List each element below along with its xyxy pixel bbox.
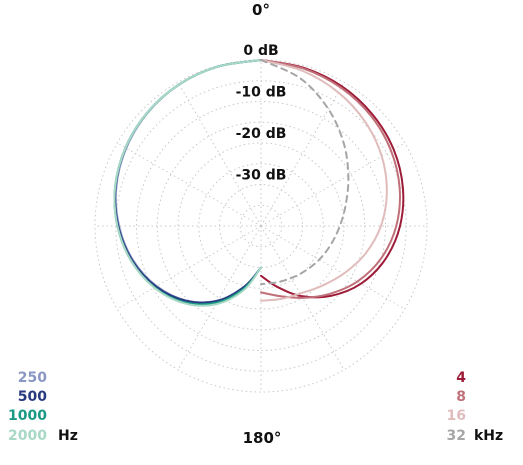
- angle-label-top: 0°: [252, 1, 270, 19]
- grid-spoke: [260, 142, 406, 227]
- series-line-2000: [113, 59, 262, 307]
- grid-ring: [198, 163, 324, 289]
- grid-ring: [136, 101, 386, 351]
- legend-entry-500: 500: [18, 389, 47, 405]
- series-line-32: [260, 59, 350, 286]
- radial-tick-label: 0 dB: [243, 43, 278, 59]
- polar-grid: [94, 59, 428, 393]
- grid-spoke: [260, 81, 345, 227]
- grid-ring: [94, 59, 428, 393]
- grid-spoke: [177, 81, 262, 227]
- legend-entry-2000: 2000: [8, 428, 47, 444]
- grid-spoke: [260, 225, 406, 310]
- legend-unit-left: Hz: [58, 428, 78, 444]
- radial-tick-label: -10 dB: [236, 85, 287, 101]
- legend-entry-8: 8: [456, 389, 466, 405]
- polar-curves: [113, 59, 405, 307]
- legend-entry-250: 250: [18, 370, 47, 386]
- legend-unit-right: kHz: [474, 428, 503, 444]
- radial-tick-labels: 0 dB -10 dB -20 dB -30 dB: [234, 41, 289, 186]
- grid-spoke: [177, 225, 262, 371]
- series-line-8: [260, 59, 401, 299]
- series-line-16: [260, 59, 388, 302]
- polar-labels: 0° 180° 0 dB -10 dB -20 dB -30 dB: [234, 1, 289, 447]
- legend: 250 500 1000 2000 Hz 4 8 16 32 kHz: [8, 370, 503, 444]
- legend-entry-4: 4: [456, 370, 466, 386]
- grid-ring: [177, 142, 345, 310]
- grid-spoke: [116, 225, 262, 310]
- legend-entry-32: 32: [447, 428, 466, 444]
- grid-ring: [239, 204, 283, 248]
- radial-tick-label: -30 dB: [236, 168, 287, 184]
- grid-spoke: [260, 225, 345, 371]
- series-line-4: [260, 59, 405, 299]
- legend-entry-1000: 1000: [8, 408, 47, 424]
- radial-tick-label: -20 dB: [236, 126, 287, 142]
- grid-spoke: [116, 142, 262, 227]
- legend-entry-16: 16: [447, 408, 466, 424]
- angle-label-bottom: 180°: [243, 429, 282, 447]
